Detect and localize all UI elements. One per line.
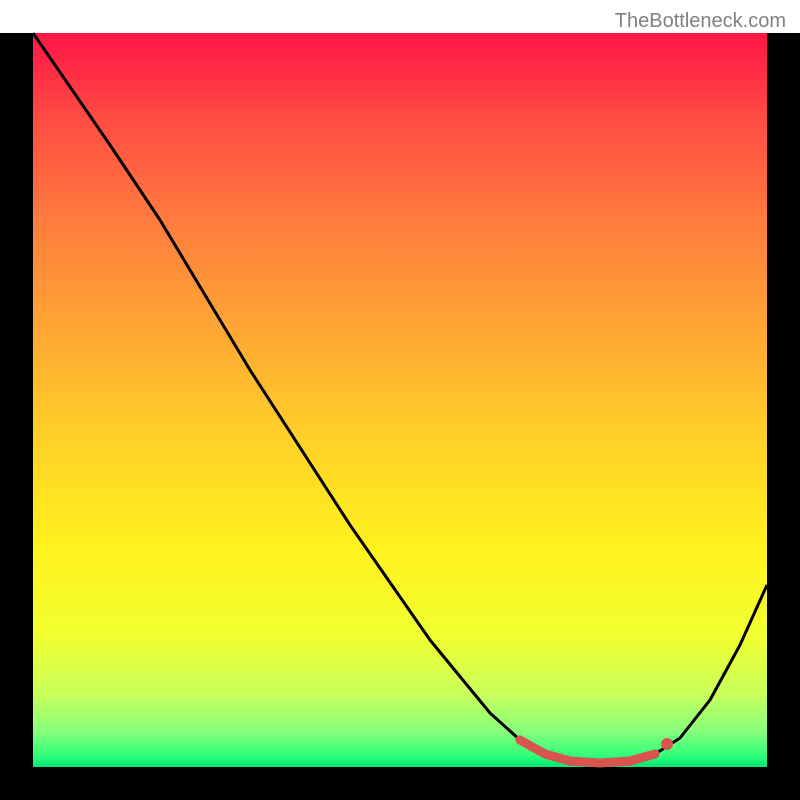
watermark-text: TheBottleneck.com (615, 10, 786, 33)
chart-container: TheBottleneck.com (0, 0, 800, 800)
plot-black-bg (0, 33, 800, 800)
